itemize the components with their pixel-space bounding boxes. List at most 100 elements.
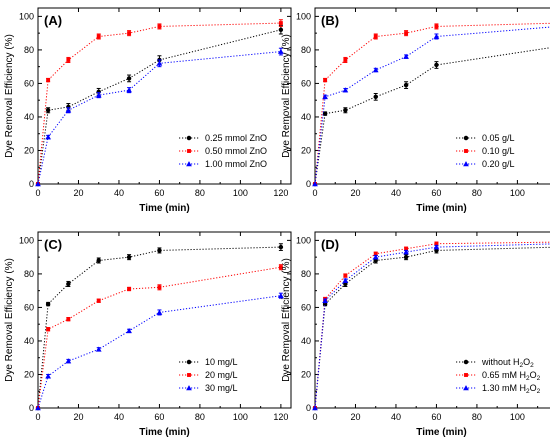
- chart-panel-3: 0 20 40 60 80 100 120 0 20 40 60 80 100 Time (min) Dye…: [4, 231, 292, 438]
- data-point: [403, 249, 409, 255]
- legend-label: 0.05 g/L: [482, 133, 515, 143]
- legend: 0.05 g/L 0.10 g/L 0.20 g/L: [456, 133, 515, 169]
- y-tick-label: 20: [24, 369, 34, 379]
- plot-frame: [314, 231, 550, 409]
- y-tick-label: 0: [306, 179, 311, 189]
- legend-subscript: 2: [537, 375, 541, 382]
- x-tick-label: 80: [472, 412, 482, 422]
- legend-marker: [463, 161, 469, 167]
- y-tick-label: 80: [301, 269, 311, 279]
- y-tick-label: 100: [19, 235, 34, 245]
- series-2: [36, 19, 283, 186]
- x-axis-title: Time (min): [416, 427, 466, 438]
- legend-marker: [464, 373, 468, 377]
- x-tick-label: 20: [73, 412, 83, 422]
- y-tick-label: 0: [29, 403, 34, 413]
- y-axis-title: Dye Removal Efficiency (%): [281, 258, 292, 382]
- data-point: [65, 358, 72, 364]
- data-point: [95, 92, 102, 98]
- x-tick-label: 40: [114, 188, 124, 198]
- legend-marker: [187, 373, 191, 377]
- x-tick-label: 20: [73, 188, 83, 198]
- x-tick-label: 0: [35, 412, 40, 422]
- plot-frame: [37, 231, 292, 409]
- y-tick-label: 20: [24, 145, 34, 155]
- data-point: [404, 31, 409, 36]
- data-point: [373, 94, 378, 100]
- y-tick-label: 20: [301, 145, 311, 155]
- x-tick-label: 100: [510, 412, 525, 422]
- data-point: [45, 134, 51, 140]
- panel-label: (C): [44, 237, 62, 252]
- x-tick-label: 60: [154, 188, 164, 198]
- data-point: [96, 258, 101, 263]
- data-point: [403, 254, 409, 260]
- y-tick-label: 100: [296, 235, 311, 245]
- data-point: [278, 265, 283, 270]
- legend: 0.25 mmol ZnO 0.50 mmol ZnO 1.00 mmol ZnO: [179, 133, 267, 169]
- data-point: [35, 181, 41, 187]
- data-point: [45, 301, 51, 307]
- data-point: [157, 24, 162, 29]
- y-tick-label: 20: [301, 369, 311, 379]
- x-tick-label: 60: [431, 188, 441, 198]
- data-point: [95, 346, 102, 352]
- series-3: [312, 26, 550, 187]
- legend-label: 30 mg/L: [205, 383, 238, 393]
- data-point: [434, 241, 439, 246]
- data-point: [157, 248, 162, 253]
- legend-marker: [463, 359, 469, 365]
- x-tick-label: 40: [114, 412, 124, 422]
- legend-text-part: 1.30 mM H: [482, 383, 526, 393]
- chart-panel-1: 0 20 40 60 80 100 120 0 20 40 60 80 100 Time (min) Dye…: [4, 7, 292, 214]
- data-point: [312, 405, 318, 411]
- data-point: [96, 34, 101, 39]
- y-tick-label: 80: [24, 269, 34, 279]
- data-point: [126, 87, 132, 93]
- legend-subscript: 2: [537, 388, 541, 395]
- series-3: [312, 243, 550, 411]
- legend-subscript: 2: [526, 388, 530, 395]
- x-axis-title: Time (min): [139, 427, 189, 438]
- data-point: [373, 34, 378, 39]
- legend-marker: [463, 385, 469, 391]
- x-tick-label: 120: [273, 412, 288, 422]
- data-point: [278, 27, 284, 33]
- y-tick-label: 100: [19, 11, 34, 21]
- panel-label: (A): [44, 13, 62, 28]
- data-point: [403, 82, 409, 88]
- data-point: [278, 48, 284, 54]
- y-tick-label: 60: [24, 78, 34, 88]
- data-point: [312, 181, 318, 187]
- data-point: [322, 93, 328, 100]
- data-point: [323, 78, 328, 83]
- data-point: [66, 317, 71, 322]
- data-point: [372, 254, 379, 260]
- x-tick-label: 100: [233, 412, 248, 422]
- x-tick-label: 0: [312, 188, 317, 198]
- x-tick-label: 20: [350, 188, 360, 198]
- data-point: [46, 327, 51, 332]
- data-point: [434, 24, 439, 29]
- y-tick-label: 80: [301, 45, 311, 55]
- data-point: [433, 244, 440, 250]
- x-tick-label: 80: [472, 188, 482, 198]
- legend-label: 1.30 mM H2O2: [482, 383, 541, 395]
- series-line: [314, 47, 550, 185]
- legend-marker: [187, 149, 191, 153]
- data-point: [322, 297, 328, 304]
- legend-text-part: O: [530, 370, 537, 380]
- x-tick-label: 40: [391, 412, 401, 422]
- legend-text-part: O: [523, 357, 530, 367]
- data-point: [322, 111, 328, 116]
- data-point: [433, 33, 440, 39]
- panel-label: (B): [321, 13, 339, 28]
- legend-marker: [186, 135, 192, 141]
- legend-text-part: O: [530, 383, 537, 393]
- data-point: [45, 108, 51, 113]
- data-point: [157, 285, 162, 290]
- legend-marker: [186, 359, 192, 365]
